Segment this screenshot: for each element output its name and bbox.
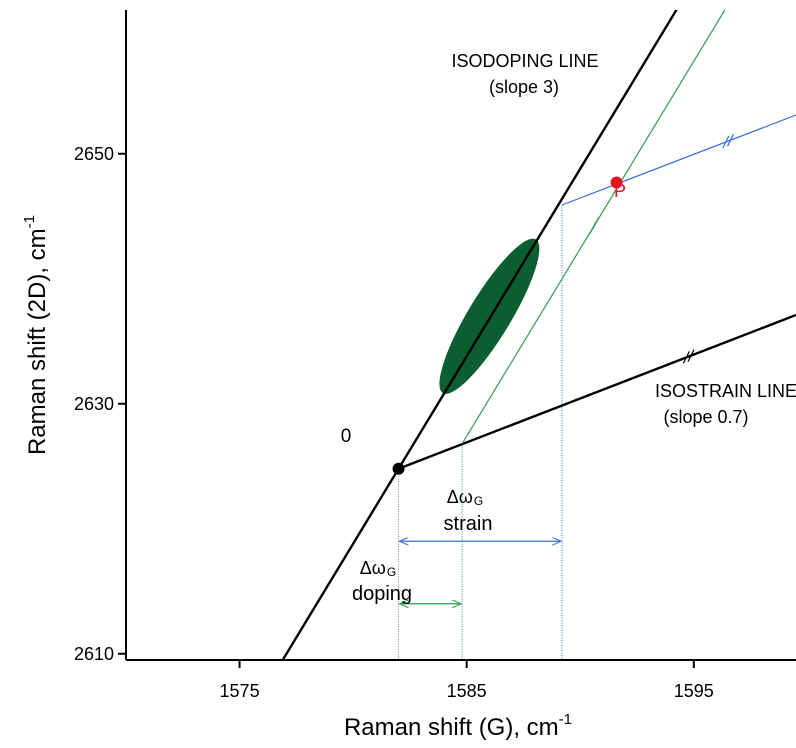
origin-point xyxy=(392,462,405,475)
isostrain-line xyxy=(398,313,796,470)
doping-delta-label: ΔωG xyxy=(360,558,396,579)
isodoping-hash-mark xyxy=(635,64,643,78)
ticks: 1575 1585 1595 2610 2630 2650 xyxy=(74,144,714,701)
x-tick-label: 1575 xyxy=(220,681,260,701)
y-axis-title: Raman shift (2D), cm-1 xyxy=(21,215,51,455)
point-p xyxy=(610,176,623,189)
y-tick-label: 2650 xyxy=(74,144,114,164)
x-tick-label: 1585 xyxy=(447,681,487,701)
strain-guide-line xyxy=(461,10,726,445)
data-cloud xyxy=(439,238,540,394)
x-tick-label: 1595 xyxy=(674,681,714,701)
x-axis-title: Raman shift (G), cm-1 xyxy=(344,711,572,741)
isostrain-hash-mark xyxy=(682,351,690,364)
doping-guide-hash-mark xyxy=(726,133,735,147)
y-tick-label: 2610 xyxy=(74,644,114,664)
strain-label: strain xyxy=(444,513,493,535)
origin-label: 0 xyxy=(341,426,352,447)
y-tick-label: 2630 xyxy=(74,394,114,414)
isostrain-hash-mark xyxy=(687,349,695,362)
axes xyxy=(125,10,796,661)
doping-guide-hash-mark xyxy=(722,135,730,149)
doping-label: doping xyxy=(352,583,412,605)
isodoping-line-label: ISODOPING LINE xyxy=(451,51,598,71)
doping-guide-line xyxy=(561,114,796,206)
point-p-label: P xyxy=(614,181,626,201)
plot-area xyxy=(281,10,796,660)
isostrain-slope-label: (slope 0.7) xyxy=(663,407,748,427)
strain-guide-hash-mark xyxy=(591,217,600,230)
isodoping-slope-label: (slope 3) xyxy=(489,77,559,97)
isostrain-line-label: ISOSTRAIN LINE xyxy=(655,381,796,401)
strain-delta-label: ΔωG xyxy=(447,487,483,508)
isodoping-line xyxy=(281,10,678,660)
